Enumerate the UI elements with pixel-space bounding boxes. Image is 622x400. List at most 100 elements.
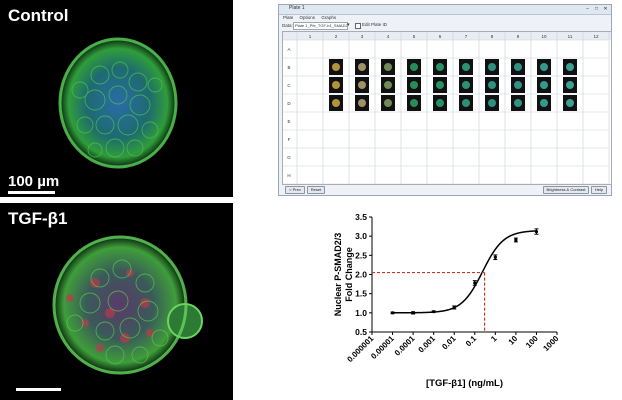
data-point (514, 238, 518, 242)
well-spheroid (540, 63, 548, 71)
data-point (493, 255, 497, 259)
well-spheroid (514, 99, 522, 107)
control-label: Control (8, 6, 69, 25)
y-tick-label: 1.0 (355, 308, 367, 318)
well-spheroid (566, 99, 574, 107)
plate-viewer-window: Plate 1 – □ ✕ Plate Options Graphs Data:… (278, 4, 612, 196)
y-axis-label: Nuclear P-SMAD2/3Fold Change (333, 233, 354, 317)
window-title: Plate 1 (289, 5, 305, 11)
well-spheroid (514, 63, 522, 71)
y-tick-label: 1.5 (355, 289, 367, 299)
menu-options[interactable]: Options (299, 15, 316, 20)
well-spheroid (462, 81, 470, 89)
column-label: 8 (491, 34, 494, 39)
scale-bar (16, 388, 61, 391)
data-point (452, 305, 456, 310)
control-image-panel: Control 100 µm (0, 0, 233, 197)
well-spheroid (566, 63, 574, 71)
y-axis-label-line: Nuclear P-SMAD2/3 (333, 233, 343, 317)
prev-button[interactable]: < Prev (285, 186, 305, 194)
row-label: E (287, 119, 290, 124)
data-point (473, 281, 477, 285)
menu-plate[interactable]: Plate (283, 15, 294, 20)
row-label: H (287, 173, 290, 178)
scale-bar-label: 100 µm (8, 173, 60, 190)
tgf-spheroid-image (52, 235, 203, 375)
data-point (411, 311, 415, 315)
row-label: G (287, 155, 291, 160)
maximize-button[interactable]: □ (594, 6, 599, 12)
dropdown-icon[interactable]: ▾ (347, 22, 350, 28)
data-field-label: Data: (282, 23, 293, 28)
well-spheroid (384, 63, 392, 71)
column-label: 4 (387, 34, 390, 39)
data-point (390, 311, 395, 315)
well-spheroid (436, 63, 444, 71)
well-spheroid (358, 63, 366, 71)
tgf-image-panel: TGF-β1 (0, 203, 233, 400)
x-tick-label: 0.01 (440, 334, 458, 352)
brightness-contrast-button[interactable]: Brightness & Contrast (543, 186, 589, 194)
row-label: F (288, 137, 291, 142)
y-axis-label-line: Fold Change (344, 247, 354, 302)
x-axis-label: [TGF-β1] (ng/mL) (426, 378, 503, 389)
well-spheroid (462, 63, 470, 71)
close-button[interactable]: ✕ (603, 6, 608, 12)
well-spheroid (410, 81, 418, 89)
minimize-button[interactable]: – (586, 6, 589, 12)
x-tick-label: 0.0001 (393, 334, 417, 358)
y-tick-label: 0.5 (355, 327, 367, 337)
y-tick-label: 2.0 (355, 270, 367, 280)
column-label: 11 (568, 34, 573, 39)
well-spheroid (384, 99, 392, 107)
well-spheroid (540, 99, 548, 107)
edit-id-label: Edit Plate ID (362, 22, 388, 27)
scale-bar (8, 191, 55, 194)
control-spheroid-image (58, 37, 178, 169)
well-spheroid (436, 81, 444, 89)
column-label: 5 (413, 34, 416, 39)
edit-id-checkbox[interactable] (355, 23, 361, 29)
column-label: 12 (593, 34, 599, 39)
y-tick-label: 2.5 (355, 250, 367, 260)
well-spheroid (332, 81, 340, 89)
x-tick-label: 0.1 (464, 334, 479, 349)
x-tick-label: 1 (489, 334, 499, 344)
reset-button[interactable]: Reset (307, 186, 325, 194)
well-spheroid (410, 99, 418, 107)
well-spheroid (332, 99, 340, 107)
column-label: 6 (439, 34, 442, 39)
column-label: 3 (361, 34, 364, 39)
toolbar: Data: Plate 1_Pfe_TGF-b1_SMAD23_Conc_...… (279, 21, 611, 30)
row-label: C (287, 83, 291, 88)
y-tick-label: 3.5 (355, 212, 367, 222)
dose-response-chart: 0.51.01.52.02.53.03.50.0000010.000010.00… (333, 212, 561, 389)
x-tick-label: 1000 (541, 334, 560, 353)
menu-graphs[interactable]: Graphs (321, 15, 337, 20)
well-spheroid (462, 99, 470, 107)
x-tick-label: 100 (524, 334, 540, 350)
well-spheroid (410, 63, 418, 71)
column-label: 9 (517, 34, 520, 39)
x-tick-label: 10 (507, 334, 520, 347)
data-selector[interactable]: Plate 1_Pfe_TGF-b1_SMAD23_Conc_... (293, 22, 348, 30)
help-button[interactable]: Help (591, 186, 607, 194)
well-spheroid (384, 81, 392, 89)
grid-header (283, 32, 611, 40)
column-label: 2 (335, 34, 338, 39)
data-point (534, 229, 539, 234)
well-spheroid (488, 81, 496, 89)
column-label: 1 (309, 34, 312, 39)
well-spheroid (540, 81, 548, 89)
well-spheroid (436, 99, 444, 107)
tgf-label: TGF-β1 (8, 209, 68, 228)
y-tick-label: 3.0 (355, 231, 367, 241)
column-label: 10 (541, 34, 547, 39)
menu-bar: Plate Options Graphs (279, 15, 611, 21)
row-label: D (287, 101, 291, 106)
well-spheroid (488, 63, 496, 71)
well-spheroid (358, 99, 366, 107)
window-titlebar: Plate 1 – □ ✕ (279, 5, 611, 15)
row-label: B (287, 65, 290, 70)
fit-curve (392, 230, 537, 314)
